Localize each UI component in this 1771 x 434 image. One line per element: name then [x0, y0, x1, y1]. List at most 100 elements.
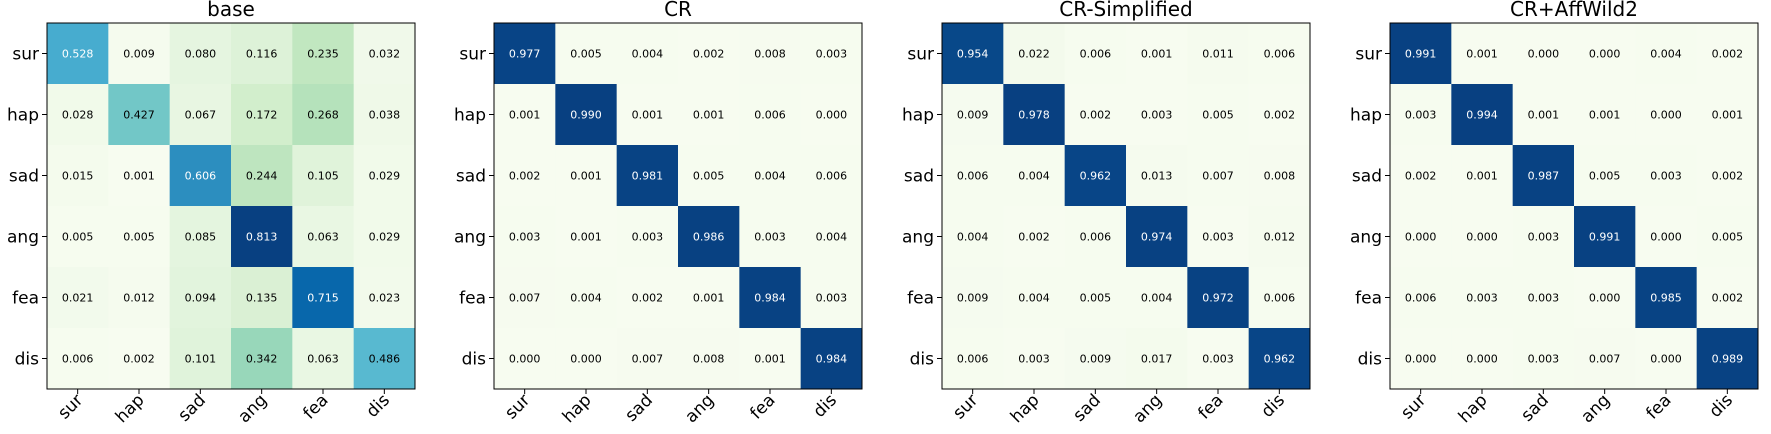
heatmap-cell [1635, 328, 1698, 390]
heatmap-cell [555, 145, 618, 207]
heatmap-cell [678, 145, 740, 207]
y-tick-label: fea [1355, 289, 1382, 309]
cell-value-label: 0.962 [1080, 170, 1112, 183]
heatmap-cell [1187, 328, 1250, 390]
cell-value-label: 0.003 [1202, 231, 1234, 244]
heatmap-cell [942, 84, 1004, 146]
cell-value-label: 0.101 [185, 353, 217, 366]
cell-value-label: 0.007 [1202, 170, 1234, 183]
cell-value-label: 0.003 [1141, 109, 1173, 122]
heatmap-cell [231, 145, 293, 207]
heatmap-cell [1003, 206, 1066, 268]
cell-value-label: 0.063 [307, 231, 339, 244]
heatmap-cell [292, 23, 355, 85]
heatmap-cell [1187, 206, 1250, 268]
heatmap-cell [494, 84, 556, 146]
heatmap-cell [800, 84, 863, 146]
x-tick-label: sad [621, 390, 656, 425]
cell-value-label: 0.001 [570, 170, 602, 183]
cell-value-label: 0.006 [1080, 231, 1112, 244]
heatmap-cell [231, 23, 293, 85]
heatmap-cell [292, 84, 355, 146]
cell-value-label: 0.002 [1712, 170, 1744, 183]
cell-value-label: 0.094 [185, 292, 217, 305]
y-tick-label: sur [907, 45, 934, 65]
cell-value-label: 0.012 [123, 292, 155, 305]
cell-value-label: 0.017 [1141, 353, 1173, 366]
cell-value-label: 0.001 [1466, 48, 1498, 61]
heatmap-cell [494, 328, 556, 390]
heatmap-cell [1512, 145, 1575, 207]
cell-value-label: 0.006 [816, 170, 848, 183]
cell-value-label: 0.972 [1202, 292, 1234, 305]
heatmap-cell [555, 206, 618, 268]
cell-value-label: 0.003 [1650, 170, 1682, 183]
cell-value-label: 0.235 [307, 48, 339, 61]
cell-value-label: 0.000 [509, 353, 541, 366]
heatmap-cell [353, 145, 416, 207]
y-tick-label: hap [902, 106, 934, 126]
cell-value-label: 0.085 [185, 231, 217, 244]
heatmap-cell [231, 206, 293, 268]
chart-title: CR [664, 0, 692, 21]
x-tick-label: dis [1257, 390, 1288, 421]
y-tick-label: sad [904, 167, 934, 187]
heatmap-cell [292, 328, 355, 390]
y-tick-label: dis [910, 350, 935, 370]
heatmap-cell [555, 23, 618, 85]
cell-value-label: 0.013 [1141, 170, 1173, 183]
heatmap-cell [942, 206, 1004, 268]
cell-value-label: 0.606 [185, 170, 217, 183]
heatmap-cell [678, 328, 740, 390]
cell-value-label: 0.989 [1712, 353, 1744, 366]
cell-value-label: 0.427 [123, 109, 155, 122]
cell-value-label: 0.009 [123, 48, 155, 61]
y-tick-label: hap [454, 106, 486, 126]
heatmap-cell [353, 328, 416, 390]
x-tick-label: dis [362, 390, 393, 421]
heatmap-cell [942, 267, 1004, 329]
cell-value-label: 0.002 [123, 353, 155, 366]
x-tick-label: dis [1705, 390, 1736, 421]
heatmap-cell [169, 328, 232, 390]
x-tick-label: ang [234, 390, 271, 427]
cell-value-label: 0.006 [1405, 292, 1437, 305]
cell-value-label: 0.984 [754, 292, 786, 305]
x-tick-label: ang [1577, 390, 1614, 427]
heatmap-cell [1064, 84, 1127, 146]
cell-value-label: 0.342 [246, 353, 278, 366]
y-tick-label: sur [12, 45, 39, 65]
cell-value-label: 0.008 [754, 48, 786, 61]
heatmap-cell [1126, 267, 1188, 329]
cell-value-label: 0.994 [1466, 109, 1498, 122]
cell-value-label: 0.006 [1080, 48, 1112, 61]
cell-value-label: 0.029 [369, 231, 401, 244]
cell-value-label: 0.985 [1650, 292, 1682, 305]
heatmap-cell [353, 23, 416, 85]
y-tick-label: fea [907, 289, 934, 309]
heatmap-cell [353, 206, 416, 268]
heatmap-cell [1390, 84, 1452, 146]
cell-value-label: 0.002 [632, 292, 664, 305]
heatmap-cell [616, 145, 679, 207]
cell-value-label: 0.002 [1264, 109, 1296, 122]
heatmap-cell [1248, 206, 1311, 268]
cell-value-label: 0.001 [1466, 170, 1498, 183]
cell-value-label: 0.007 [632, 353, 664, 366]
cell-value-label: 0.028 [62, 109, 94, 122]
cell-value-label: 0.007 [509, 292, 541, 305]
cell-value-label: 0.038 [369, 109, 401, 122]
heatmap-cell [108, 328, 171, 390]
heatmap-panel-1: CR 0.977 0.005 0.004 0.002 0.008 0.003 0.001 0.9… [454, 0, 863, 427]
plot-frame [493, 22, 863, 390]
heatmap-cell [1451, 206, 1514, 268]
heatmap-cell [231, 328, 293, 390]
x-tick-label: ang [1129, 390, 1166, 427]
cell-value-label: 0.008 [693, 353, 725, 366]
cell-value-label: 0.003 [632, 231, 664, 244]
cell-value-label: 0.006 [1264, 48, 1296, 61]
cell-value-label: 0.135 [246, 292, 278, 305]
plot-frame [941, 22, 1311, 390]
heatmap-cell [1126, 145, 1188, 207]
heatmap-cell [1064, 145, 1127, 207]
